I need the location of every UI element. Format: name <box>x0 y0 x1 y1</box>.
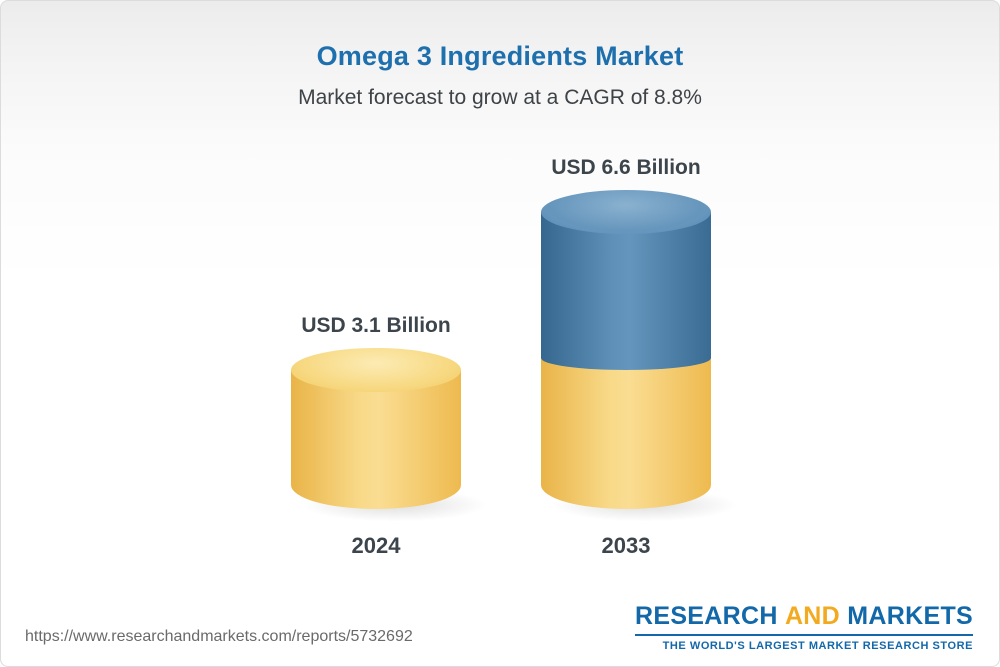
research-and-markets-logo: RESEARCH AND MARKETS THE WORLD'S LARGEST… <box>635 602 973 652</box>
logo-word-research: RESEARCH <box>635 602 778 630</box>
page-title: Omega 3 Ingredients Market <box>316 41 684 71</box>
logo-wordmark: RESEARCH AND MARKETS <box>635 602 973 631</box>
cylinder-2033-top <box>541 190 711 234</box>
cylinder-2024-body <box>291 347 461 509</box>
logo-word-and: AND <box>784 602 841 630</box>
logo-word-markets: MARKETS <box>847 602 973 630</box>
logo-tagline: THE WORLD'S LARGEST MARKET RESEARCH STOR… <box>662 640 973 652</box>
page-subtitle: Market forecast to grow at a CAGR of 8.8… <box>298 86 702 109</box>
category-label-2024: 2024 <box>351 533 401 558</box>
report-url: https://www.researchandmarkets.com/repor… <box>25 628 413 645</box>
value-label-2024: USD 3.1 Billion <box>301 313 451 337</box>
cylinder-2033-base-segment <box>541 357 711 509</box>
cylinder-2033-growth-segment <box>541 190 711 370</box>
cylinder-2024-top <box>291 347 461 392</box>
value-label-2033: USD 6.6 Billion <box>551 156 701 179</box>
logo-divider <box>635 634 973 636</box>
category-label-2033: 2033 <box>601 533 651 558</box>
footer: https://www.researchandmarkets.com/repor… <box>1 596 999 666</box>
header: Omega 3 Ingredients Market Market foreca… <box>1 41 999 110</box>
